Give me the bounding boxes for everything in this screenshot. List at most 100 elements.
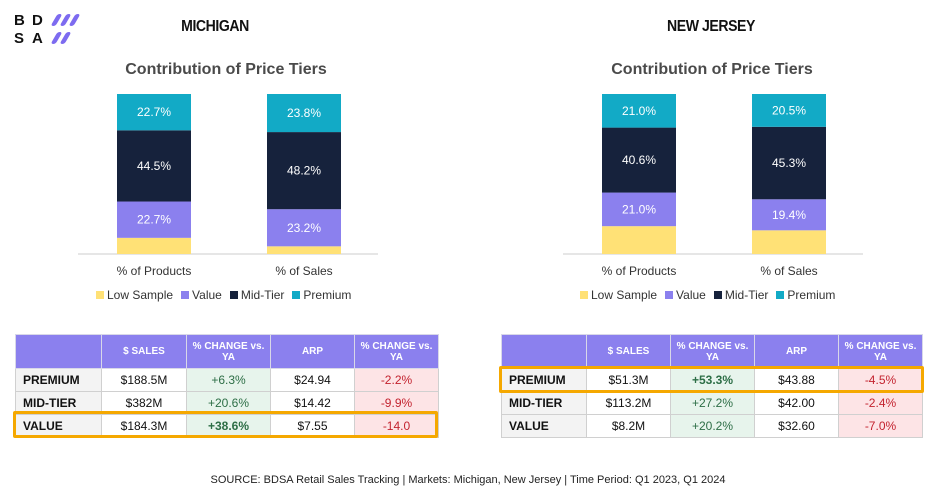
new-jersey-premium-row-highlight: [499, 366, 924, 393]
bar-segment-premium-of-products: [117, 94, 191, 131]
bar-segment-low-sample-of-sales: [267, 246, 341, 254]
bar-segment-low-sample-of-sales: [752, 230, 826, 254]
table-row: MID-TIER $382M +20.6% $14.42 -9.9%: [15, 391, 439, 415]
table-row: PREMIUM $51.3M +53.3% $43.88 -4.5%: [501, 368, 923, 392]
legend-item-premium: Premium: [776, 288, 835, 302]
bar-segment-premium-of-sales: [267, 94, 341, 133]
new-jersey-title: NEW JERSEY: [667, 18, 755, 35]
legend-swatch-mid-tier: [229, 291, 238, 299]
bar-segment-premium-of-products: [602, 94, 676, 128]
table-row: MID-TIER $113.2M +27.2% $42.00 -2.4%: [501, 391, 923, 415]
legend-item-value: Value: [665, 288, 706, 302]
legend-swatch-premium: [776, 291, 785, 299]
table-row: VALUE $8.2M +20.2% $32.60 -7.0%: [501, 414, 923, 438]
arp-change-cell: -2.4%: [838, 391, 923, 415]
legend-item-premium: Premium: [292, 288, 351, 302]
legend-label-value: Value: [192, 288, 222, 302]
arp-cell: $24.94: [270, 368, 355, 392]
bar-segment-low-sample-of-products: [117, 237, 191, 254]
data-label-mid-tier-of-sales: 45.3%: [772, 156, 806, 170]
legend-swatch-low-sample: [580, 291, 588, 299]
legend-label-low-sample: Low Sample: [591, 288, 658, 302]
arp-change-cell: -2.2%: [354, 368, 439, 392]
sales-cell: $184.3M: [101, 414, 187, 438]
legend-item-mid-tier: Mid-Tier: [713, 288, 769, 302]
data-label-premium-of-products: 22.7%: [137, 105, 171, 119]
header-sales-change: % CHANGE vs. YA: [670, 334, 755, 369]
legend-item-value: Value: [181, 288, 222, 302]
header-arp: ARP: [270, 334, 355, 369]
sales-change-cell: +27.2%: [670, 391, 755, 415]
header-sales-change: % CHANGE vs. YA: [186, 334, 271, 369]
data-label-premium-of-sales: 23.8%: [287, 106, 321, 120]
michigan-metrics-table: $ SALES % CHANGE vs. YA ARP % CHANGE vs.…: [15, 334, 439, 438]
bar-segment-low-sample-of-products: [602, 226, 676, 254]
bar-segment-value-of-products: [602, 192, 676, 227]
data-label-premium-of-products: 21.0%: [622, 104, 656, 118]
header-arp-change: % CHANGE vs. YA: [838, 334, 923, 369]
new-jersey-metrics-table: $ SALES % CHANGE vs. YA ARP % CHANGE vs.…: [501, 334, 923, 438]
category-label-of-sales: % of Sales: [760, 264, 817, 278]
legend-label-mid-tier: Mid-Tier: [724, 288, 769, 302]
bar-segment-mid-tier-of-products: [117, 130, 191, 202]
category-label-of-sales: % of Sales: [275, 264, 332, 278]
sales-change-cell: +6.3%: [186, 368, 271, 392]
data-label-value-of-products: 21.0%: [622, 202, 656, 216]
arp-cell: $32.60: [754, 414, 839, 438]
table-header-row: $ SALES % CHANGE vs. YA ARP % CHANGE vs.…: [15, 334, 439, 369]
data-label-premium-of-sales: 20.5%: [772, 103, 806, 117]
arp-cell: $42.00: [754, 391, 839, 415]
row-label: MID-TIER: [501, 391, 587, 415]
header-blank: [501, 334, 587, 369]
michigan-title: MICHIGAN: [181, 18, 249, 35]
michigan-value-row-highlight: [13, 411, 438, 438]
sales-change-cell: +20.2%: [670, 414, 755, 438]
data-label-mid-tier-of-sales: 48.2%: [287, 164, 321, 178]
header-sales: $ SALES: [586, 334, 671, 369]
category-label-of-products: % of Products: [602, 264, 677, 278]
legend-swatch-value: [181, 291, 190, 299]
data-label-mid-tier-of-products: 40.6%: [622, 153, 656, 167]
legend-label-mid-tier: Mid-Tier: [240, 288, 285, 302]
legend-label-premium: Premium: [303, 288, 352, 302]
michigan-chart-title: Contribution of Price Tiers: [125, 61, 327, 78]
legend-swatch-premium: [292, 291, 301, 299]
bdsa-logo: B D S A: [14, 12, 84, 47]
legend-swatch-mid-tier: [713, 291, 722, 299]
arp-cell: $7.55: [270, 414, 355, 438]
bar-segment-premium-of-sales: [752, 94, 826, 127]
bar-segment-mid-tier-of-sales: [752, 126, 826, 200]
bar-segment-value-of-products: [117, 201, 191, 238]
legend-swatch-low-sample: [96, 291, 104, 299]
data-label-value-of-sales: 23.2%: [287, 221, 321, 235]
legend-item-low-sample: Low Sample: [96, 288, 173, 302]
legend-label-premium: Premium: [787, 288, 836, 302]
bar-segment-value-of-sales: [752, 199, 826, 231]
data-label-value-of-products: 22.7%: [137, 213, 171, 227]
table-header-row: $ SALES % CHANGE vs. YA ARP % CHANGE vs.…: [501, 334, 923, 369]
legend-item-low-sample: Low Sample: [580, 288, 657, 302]
legend-item-mid-tier: Mid-Tier: [229, 288, 285, 302]
row-label: PREMIUM: [15, 368, 102, 392]
sales-cell: $113.2M: [586, 391, 671, 415]
header-arp-change: % CHANGE vs. YA: [354, 334, 439, 369]
arp-change-cell: -7.0%: [838, 414, 923, 438]
row-label: PREMIUM: [501, 368, 587, 392]
header-sales: $ SALES: [101, 334, 187, 369]
row-label: VALUE: [15, 414, 102, 438]
new-jersey-legend: Low Sample Value Mid-Tier Premium: [580, 288, 835, 302]
data-label-value-of-sales: 19.4%: [772, 208, 806, 222]
bar-segment-value-of-sales: [267, 209, 341, 247]
table-row: VALUE $184.3M +38.6% $7.55 -14.0: [15, 414, 439, 438]
header-arp: ARP: [754, 334, 839, 369]
row-label: VALUE: [501, 414, 587, 438]
sales-cell: $188.5M: [101, 368, 187, 392]
bar-segment-mid-tier-of-sales: [267, 132, 341, 210]
table-row: PREMIUM $188.5M +6.3% $24.94 -2.2%: [15, 368, 439, 392]
michigan-legend: Low Sample Value Mid-Tier Premium: [96, 288, 351, 302]
category-label-of-products: % of Products: [117, 264, 192, 278]
arp-change-cell: -4.5%: [838, 368, 923, 392]
new-jersey-stacked-bar-chart: 21.0% 40.6% 21.0% % of Products 19.4% 45.3% 20…: [563, 94, 863, 278]
legend-label-low-sample: Low Sample: [107, 288, 174, 302]
legend-swatch-value: [665, 291, 674, 299]
